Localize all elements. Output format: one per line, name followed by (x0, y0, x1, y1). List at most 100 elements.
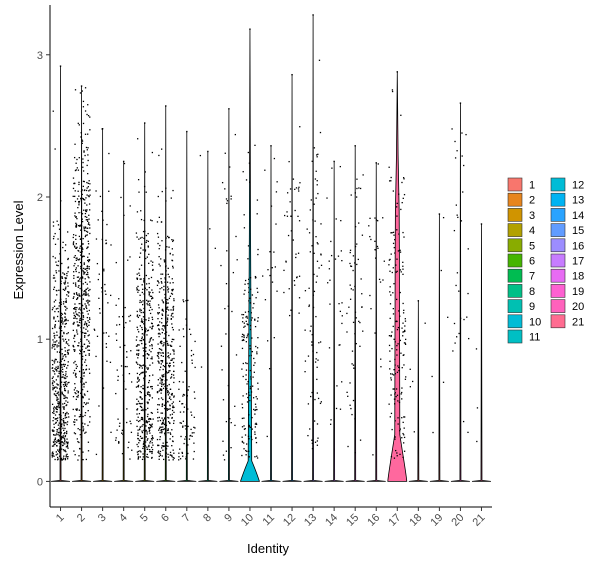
jitter-point (86, 310, 88, 312)
jitter-point (84, 323, 86, 325)
jitter-point (172, 312, 174, 315)
x-tick-label: 18 (407, 512, 424, 529)
jitter-point (55, 422, 57, 424)
jitter-point (136, 419, 138, 422)
jitter-point (54, 257, 57, 259)
jitter-point (230, 447, 232, 449)
jitter-point (391, 331, 393, 333)
jitter-point (76, 438, 78, 440)
jitter-point (82, 198, 84, 200)
jitter-point (141, 437, 144, 439)
legend-key-9 (507, 299, 523, 313)
jitter-point (251, 416, 253, 419)
jitter-point (194, 340, 196, 343)
jitter-point (83, 255, 85, 258)
jitter-point (167, 267, 169, 270)
jitter-point (392, 231, 395, 233)
jitter-point (139, 373, 141, 376)
jitter-point (255, 409, 257, 411)
jitter-point (374, 257, 377, 259)
jitter-point (152, 444, 154, 446)
jitter-point (65, 286, 67, 288)
jitter-point (159, 244, 161, 247)
jitter-point (149, 448, 151, 451)
jitter-point (76, 408, 78, 410)
jitter-point (51, 345, 54, 347)
jitter-point (266, 340, 269, 342)
jitter-point (85, 293, 87, 295)
jitter-point (84, 87, 87, 89)
jitter-point (168, 392, 170, 394)
jitter-point (78, 181, 80, 184)
jitter-point (190, 349, 193, 352)
jitter-point (84, 154, 86, 157)
jitter-point (51, 327, 54, 330)
jitter-point (166, 429, 169, 432)
jitter-point (396, 206, 398, 208)
jitter-point (169, 432, 171, 434)
jitter-point (159, 288, 161, 290)
jitter-point (158, 404, 161, 406)
jitter-point (243, 425, 245, 427)
jitter-point (145, 274, 148, 277)
jitter-point (330, 254, 333, 257)
jitter-point (64, 316, 66, 318)
jitter-point (135, 361, 138, 363)
jitter-point (182, 299, 184, 301)
jitter-point (73, 312, 75, 314)
jitter-point (56, 220, 58, 222)
jitter-point (241, 347, 244, 350)
jitter-point (88, 321, 90, 323)
jitter-point (252, 376, 254, 378)
max-point (101, 128, 104, 130)
jitter-point (51, 452, 53, 454)
jitter-point (143, 318, 145, 321)
jitter-point (64, 377, 66, 380)
jitter-point (267, 269, 269, 271)
jitter-point (185, 318, 187, 320)
jitter-point (81, 348, 83, 351)
jitter-point (151, 435, 153, 437)
jitter-point (241, 436, 243, 438)
jitter-point (157, 450, 160, 452)
jitter-point (63, 429, 65, 431)
jitter-point (79, 415, 82, 418)
jitter-point (72, 329, 74, 332)
jitter-point (81, 213, 84, 215)
jitter-point (388, 166, 390, 168)
jitter-point (56, 361, 59, 363)
jitter-point (431, 375, 433, 378)
jitter-point (129, 320, 131, 322)
jitter-point (83, 267, 85, 270)
jitter-point (389, 286, 391, 288)
violin-group-3 (93, 128, 113, 482)
jitter-point (187, 408, 189, 410)
jitter-point (51, 454, 53, 456)
jitter-point (57, 375, 59, 377)
jitter-point (193, 391, 196, 393)
max-point (270, 145, 272, 147)
jitter-point (83, 263, 85, 265)
jitter-point (158, 357, 160, 359)
jitter-point (54, 368, 56, 370)
jitter-point (346, 312, 348, 315)
jitter-point (75, 408, 77, 410)
jitter-point (63, 340, 65, 342)
jitter-point (150, 337, 153, 339)
jitter-point (245, 449, 247, 452)
jitter-point (298, 220, 301, 222)
jitter-point (253, 371, 255, 373)
jitter-point (151, 289, 153, 291)
jitter-point (147, 232, 149, 235)
jitter-point (352, 269, 354, 272)
jitter-point (314, 178, 317, 180)
jitter-point (247, 324, 249, 326)
jitter-point (191, 359, 193, 361)
jitter-point (390, 335, 392, 338)
jitter-point (51, 308, 54, 311)
jitter-point (58, 372, 60, 375)
jitter-point (354, 333, 356, 335)
jitter-point (161, 349, 163, 351)
jitter-point (166, 340, 168, 342)
jitter-point (167, 355, 170, 357)
